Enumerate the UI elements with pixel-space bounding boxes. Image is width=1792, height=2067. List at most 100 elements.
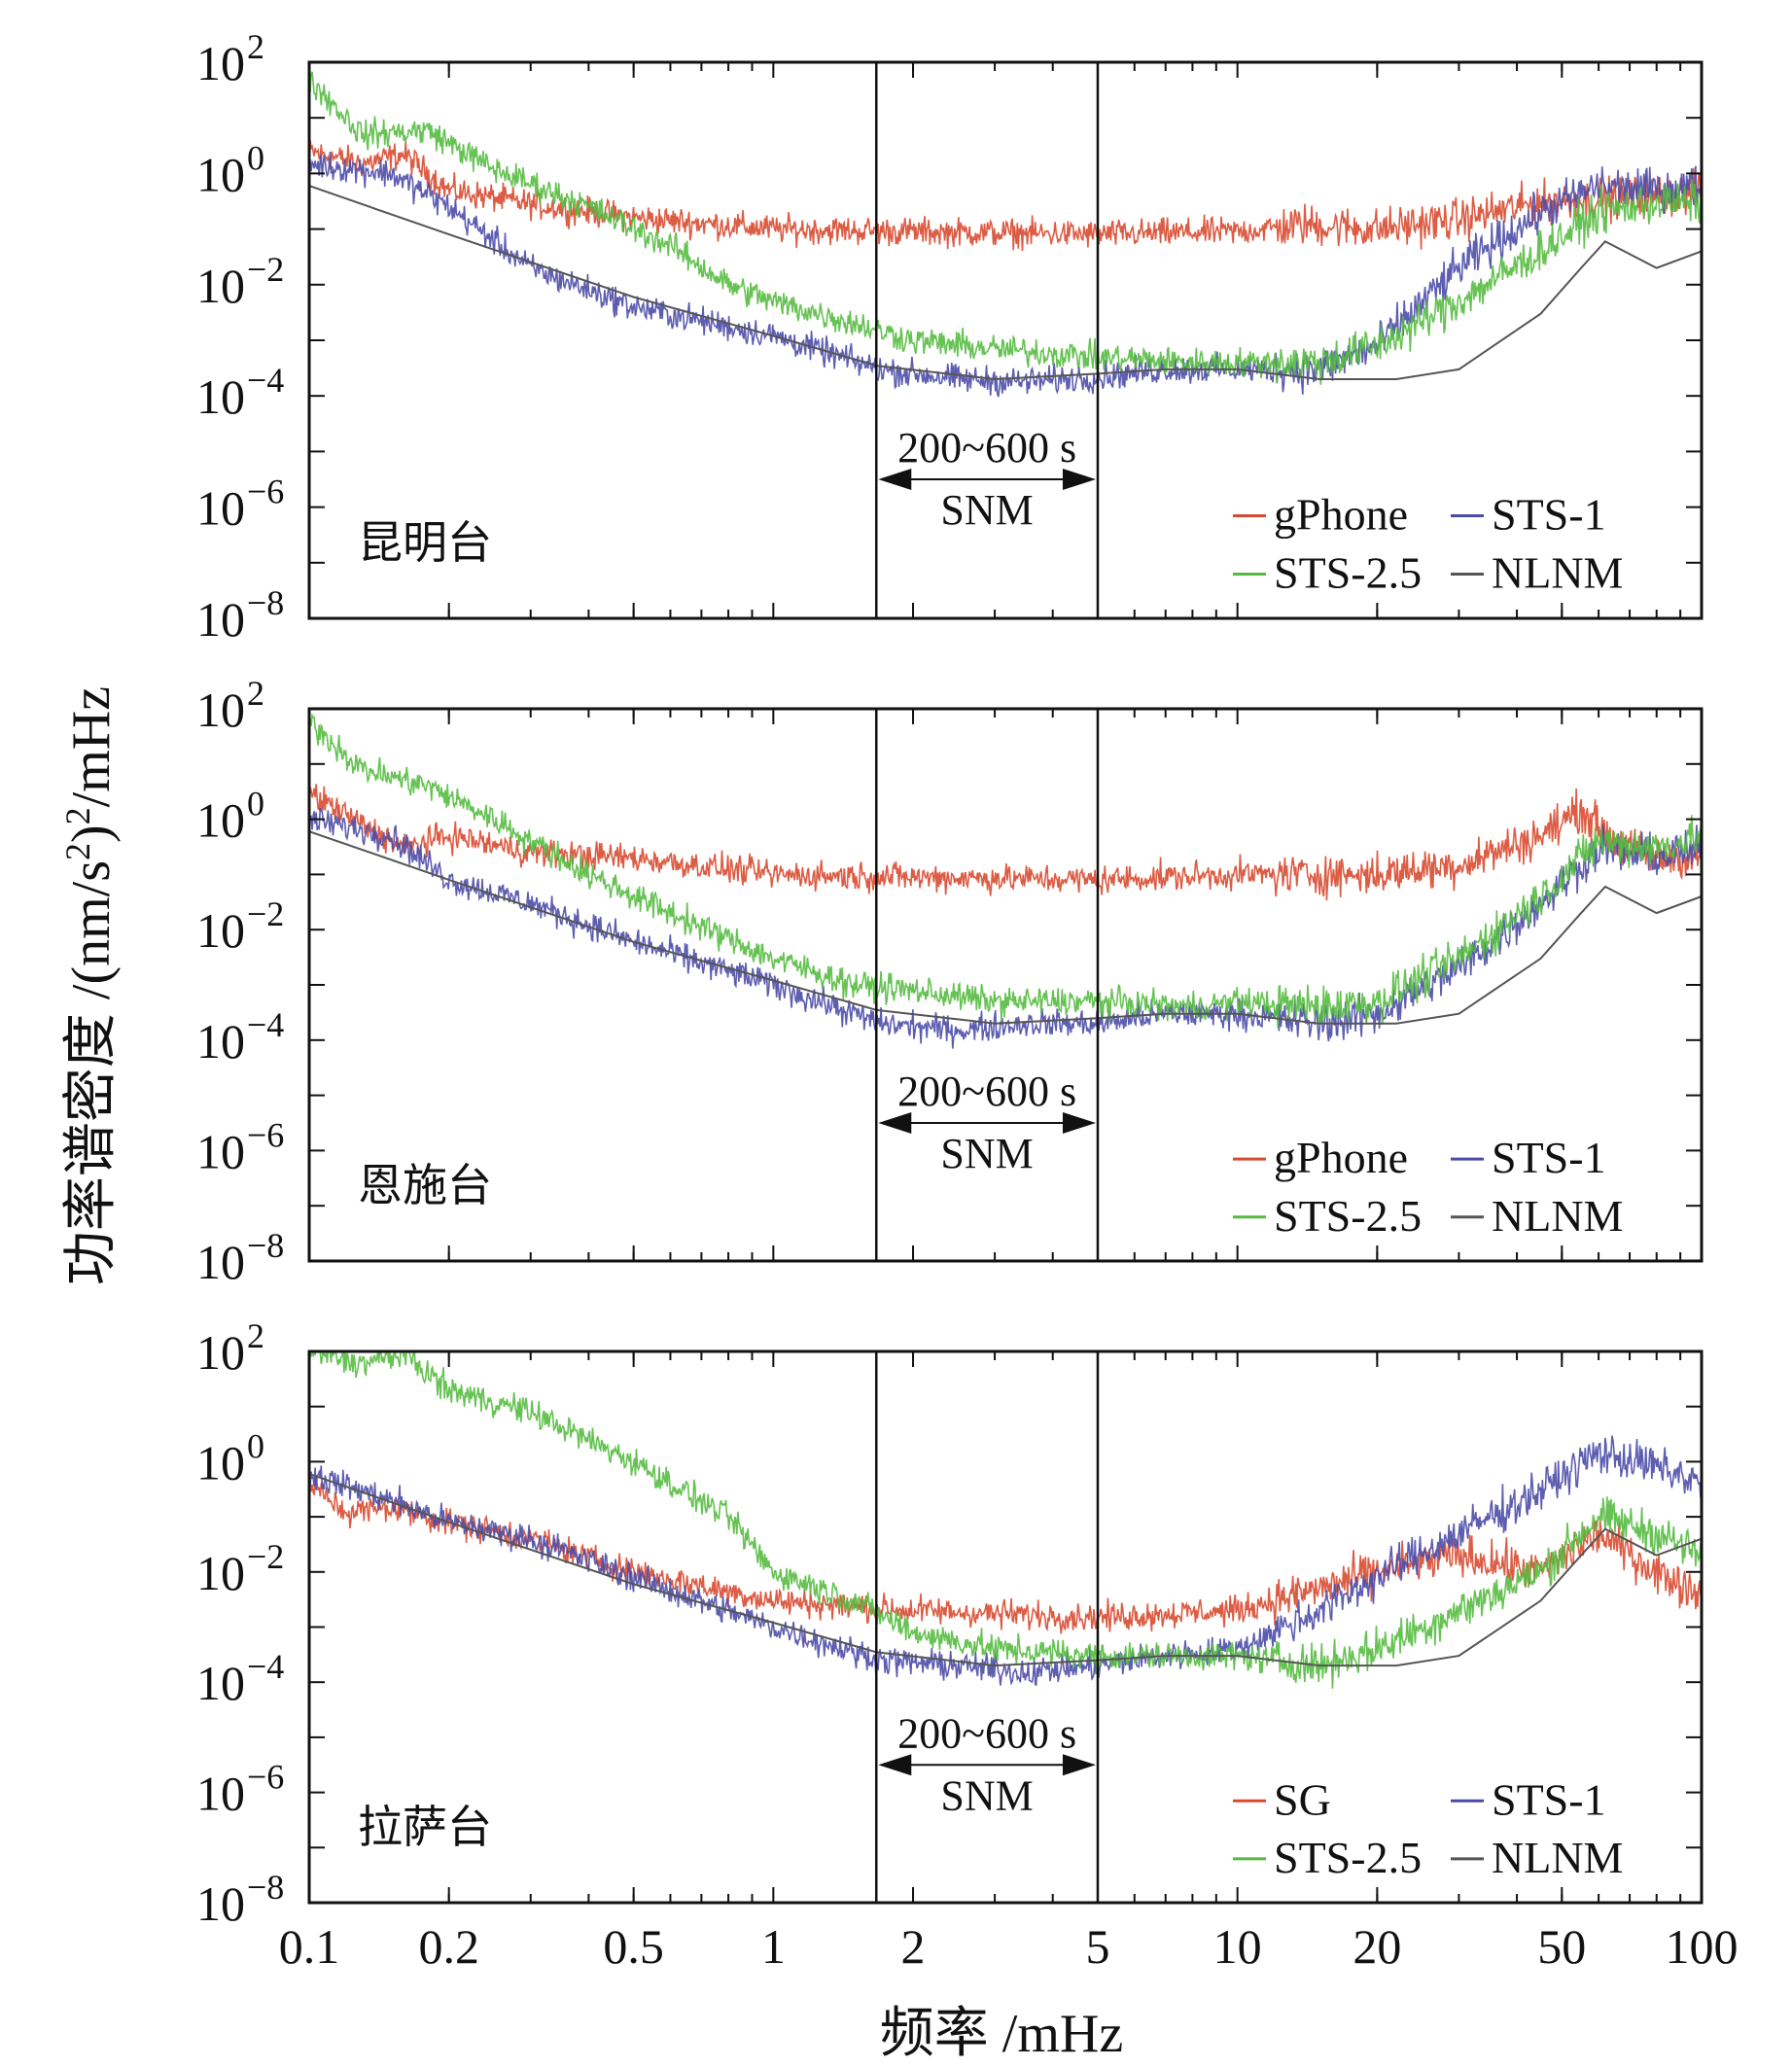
legend-label-sts-2-5: STS-2.5 [1274,548,1422,598]
y-tick-base: 10 [196,36,245,90]
y-tick-base: 10 [196,1546,245,1600]
y-tick-label: 10 [196,683,245,737]
series-sts-2-5-trace [309,1351,1702,1690]
y-tick-exponent: 2 [247,674,264,713]
y-axis-title-part: 功率谱密度 /(nm/s [61,860,122,1285]
band-arrow-left-head [878,1112,912,1134]
x-tick-label: 1 [761,1919,786,1974]
y-tick-exponent: −6 [247,1115,284,1154]
y-tick-label: 10 [196,592,245,647]
y-tick-base: 10 [196,1435,245,1489]
y-tick-base: 10 [196,1235,245,1289]
band-snm-label: SNM [940,486,1033,534]
y-tick-exponent: −8 [247,1868,284,1907]
series-sts-1-trace [309,1435,1702,1687]
y-tick-base: 10 [196,1876,245,1931]
y-tick-exponent: −4 [247,1005,284,1044]
y-tick-base: 10 [196,259,245,313]
station-label: 恩施台 [358,1161,492,1210]
x-axis-title: 频率 /mHz [880,2004,1123,2064]
y-tick-label: 10 [196,147,245,201]
y-tick-exponent: −8 [247,583,284,622]
series-gphone-trace [309,139,1702,252]
legend-label-nlnm: NLNM [1492,1833,1623,1882]
series-sts-2-5-trace [309,71,1702,385]
y-tick-label: 10 [196,36,245,90]
series-gphone-trace [309,784,1702,901]
y-tick-base: 10 [196,1656,245,1710]
series-sts-2-5-trace [309,712,1702,1029]
y-tick-exponent: −2 [247,250,284,289]
y-tick-exponent: −6 [247,473,284,511]
y-tick-label: 10 [196,903,245,958]
y-tick-exponent: 0 [247,785,264,823]
y-tick-exponent: 2 [247,27,264,66]
series-group [309,71,1702,398]
x-tick-label: 20 [1353,1919,1401,1974]
y-tick-base: 10 [196,1325,245,1380]
y-tick-label: 10 [196,1325,245,1380]
y-tick-exponent: −4 [247,1647,284,1686]
series-sts-1-trace [309,151,1702,398]
y-tick-label: 10 [196,481,245,536]
series-group [309,712,1702,1049]
band-arrow-right-head [1062,469,1096,490]
y-tick-base: 10 [196,592,245,647]
band-snm-label: SNM [940,1771,1033,1819]
y-tick-exponent: −8 [247,1226,284,1265]
y-axis-title-superscript: 2 [58,807,97,824]
legend-label-nlnm: NLNM [1492,1191,1623,1241]
y-tick-label: 10 [196,793,245,848]
y-tick-base: 10 [196,147,245,201]
x-tick-label: 100 [1666,1919,1739,1974]
legend-label-gphone: gPhone [1274,1133,1408,1182]
series-nlnm-line [309,830,1702,1025]
y-tick-base: 10 [196,1124,245,1178]
station-label: 昆明台 [358,518,492,568]
y-tick-base: 10 [196,793,245,848]
series-sg-trace [309,1476,1702,1634]
y-tick-exponent: −2 [247,1537,284,1576]
series-group [309,1351,1702,1690]
y-axis-title: 功率谱密度 /(nm/s2)2/mHz [58,686,122,1285]
y-tick-base: 10 [196,481,245,536]
y-tick-label: 10 [196,1876,245,1931]
legend-label-sts-1: STS-1 [1492,1774,1606,1824]
x-tick-label: 0.5 [603,1919,664,1974]
legend-label-sts-1: STS-1 [1492,1133,1606,1182]
x-tick-label: 50 [1537,1919,1586,1974]
y-tick-label: 10 [196,1124,245,1178]
y-tick-exponent: 0 [247,138,264,177]
y-tick-base: 10 [196,369,245,424]
y-tick-exponent: −2 [247,894,284,933]
y-tick-label: 10 [196,1235,245,1289]
x-tick-label: 0.2 [418,1919,479,1974]
y-tick-label: 10 [196,1014,245,1069]
x-tick-label: 0.1 [279,1919,340,1974]
legend-label-sts-2-5: STS-2.5 [1274,1191,1422,1241]
x-tick-label: 10 [1213,1919,1262,1974]
y-tick-exponent: −4 [247,361,284,400]
y-tick-exponent: 0 [247,1426,264,1465]
y-tick-label: 10 [196,369,245,424]
y-tick-label: 10 [196,1435,245,1489]
y-tick-base: 10 [196,903,245,958]
y-tick-base: 10 [196,683,245,737]
band-period-label: 200~600 s [897,424,1076,472]
series-nlnm-line [309,1473,1702,1667]
y-tick-base: 10 [196,1014,245,1069]
y-tick-label: 10 [196,1767,245,1821]
y-axis-title-superscript: 2 [58,843,97,860]
y-tick-label: 10 [196,1656,245,1710]
y-tick-label: 10 [196,1546,245,1600]
y-tick-label: 10 [196,259,245,313]
y-tick-exponent: −6 [247,1758,284,1797]
legend-label-sts-2-5: STS-2.5 [1274,1833,1422,1882]
band-arrow-left-head [878,469,912,490]
legend-label-nlnm: NLNM [1492,548,1623,598]
x-tick-label: 2 [901,1919,926,1974]
